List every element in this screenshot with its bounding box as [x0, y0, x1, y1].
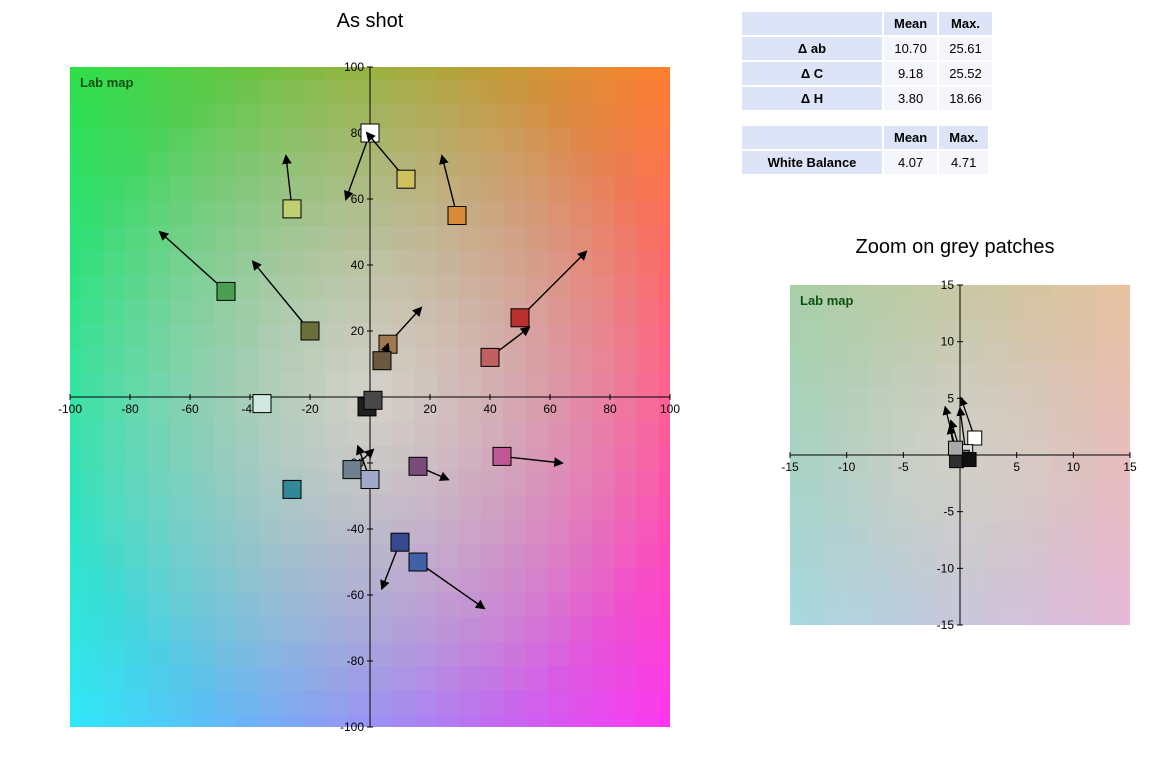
svg-text:-10: -10: [937, 561, 955, 575]
color-patch: [373, 352, 391, 370]
table-row-label: White Balance: [742, 151, 882, 174]
svg-text:-5: -5: [943, 505, 954, 519]
svg-text:-80: -80: [121, 402, 139, 416]
table-header: [742, 126, 882, 149]
table-cell: 4.07: [884, 151, 937, 174]
svg-text:-5: -5: [898, 460, 909, 474]
table-header: Max.: [939, 12, 992, 35]
color-patch: [364, 391, 382, 409]
svg-text:-60: -60: [347, 588, 365, 602]
color-patch: [391, 533, 409, 551]
svg-text:20: 20: [423, 402, 437, 416]
color-patch: [253, 395, 271, 413]
main-chart: -100-80-60-40-2020406080100-100-80-60-40…: [10, 37, 730, 757]
color-patch: [493, 447, 511, 465]
svg-text:-80: -80: [347, 654, 365, 668]
table-cell: 9.18: [884, 62, 937, 85]
color-patch: [283, 200, 301, 218]
svg-text:-60: -60: [181, 402, 199, 416]
color-patch: [301, 322, 319, 340]
svg-text:15: 15: [941, 278, 955, 292]
svg-text:-20: -20: [301, 402, 319, 416]
svg-text:15: 15: [1123, 460, 1137, 474]
table-header: Mean: [884, 12, 937, 35]
table-row-label: Δ C: [742, 62, 882, 85]
zoom-chart-title: Zoom on grey patches: [740, 236, 1170, 259]
color-patch: [448, 207, 466, 225]
table-cell: 25.52: [939, 62, 992, 85]
svg-text:40: 40: [351, 258, 365, 272]
svg-text:40: 40: [483, 402, 497, 416]
table-cell: 3.80: [884, 87, 937, 110]
svg-text:5: 5: [1013, 460, 1020, 474]
svg-text:80: 80: [603, 402, 617, 416]
svg-text:-100: -100: [340, 720, 364, 734]
color-patch: [361, 471, 379, 489]
color-patch: [950, 454, 964, 468]
color-patch: [217, 282, 235, 300]
svg-text:60: 60: [351, 192, 365, 206]
svg-text:100: 100: [660, 402, 680, 416]
color-patch: [948, 441, 962, 455]
table-cell: 25.61: [939, 37, 992, 60]
svg-text:60: 60: [543, 402, 557, 416]
svg-text:-40: -40: [347, 522, 365, 536]
table-cell: 4.71: [939, 151, 988, 174]
table-header: Mean: [884, 126, 937, 149]
delta-table: MeanMax. Δ ab10.7025.61 Δ C9.1825.52 Δ H3.8…: [740, 10, 994, 112]
svg-text:20: 20: [351, 324, 365, 338]
color-patch: [361, 124, 379, 142]
color-patch: [968, 431, 982, 445]
svg-text:-10: -10: [838, 460, 856, 474]
svg-text:10: 10: [941, 335, 955, 349]
table-header: [742, 12, 882, 35]
svg-text:100: 100: [344, 60, 364, 74]
color-patch: [283, 480, 301, 498]
svg-text:-15: -15: [937, 618, 955, 632]
zoom-chart: -15 -10 -5 5 10 15 -15 -10 -5 5 10 15 Lab map: [740, 265, 1170, 665]
svg-text:-100: -100: [58, 402, 82, 416]
table-cell: 10.70: [884, 37, 937, 60]
svg-text:5: 5: [947, 391, 954, 405]
color-patch: [343, 461, 361, 479]
main-chart-title: As shot: [10, 10, 730, 33]
svg-text:-15: -15: [781, 460, 799, 474]
lab-map-label: Lab map: [800, 293, 854, 308]
table-row-label: Δ ab: [742, 37, 882, 60]
table-header: Max.: [939, 126, 988, 149]
color-patch: [511, 309, 529, 327]
lab-map-label: Lab map: [80, 75, 134, 90]
color-patch: [962, 453, 976, 467]
svg-text:10: 10: [1067, 460, 1081, 474]
color-patch: [409, 553, 427, 571]
white-balance-table: MeanMax. White Balance4.074.71: [740, 124, 990, 176]
color-patch: [409, 457, 427, 475]
color-patch: [397, 170, 415, 188]
table-row-label: Δ H: [742, 87, 882, 110]
color-patch: [481, 348, 499, 366]
table-cell: 18.66: [939, 87, 992, 110]
